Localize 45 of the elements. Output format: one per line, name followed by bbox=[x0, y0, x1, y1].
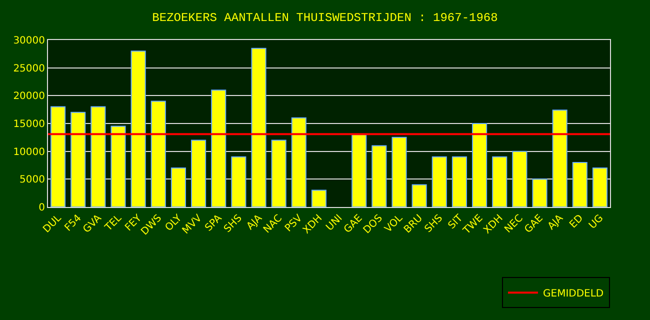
bar bbox=[231, 156, 246, 207]
bar bbox=[412, 184, 427, 207]
y-tick-label: 5000 bbox=[20, 174, 45, 186]
y-tick-label: 20000 bbox=[13, 91, 45, 102]
bar bbox=[50, 106, 66, 207]
chart-title: BEZOEKERS AANTALLEN THUISWEDSTRIJDEN : 1967-1968 bbox=[152, 11, 498, 26]
bar bbox=[352, 134, 367, 207]
bar bbox=[572, 162, 588, 207]
x-tick-label: GVA bbox=[81, 212, 104, 236]
bar bbox=[512, 150, 528, 207]
bar bbox=[110, 126, 126, 207]
bar bbox=[432, 156, 447, 207]
x-tick-label: UG bbox=[587, 212, 606, 232]
y-tick-label: 25000 bbox=[13, 63, 45, 74]
bar bbox=[70, 112, 86, 207]
x-tick-label: UNI bbox=[324, 212, 345, 234]
bar bbox=[170, 168, 186, 207]
x-tick-label: DUL bbox=[41, 212, 64, 236]
bar bbox=[532, 178, 548, 207]
x-tick-label: F54 bbox=[62, 212, 84, 234]
y-tick-label: 30000 bbox=[13, 36, 45, 46]
x-tick-label: TEL bbox=[102, 212, 124, 234]
bar bbox=[291, 117, 306, 207]
bar bbox=[130, 50, 146, 207]
bar bbox=[452, 156, 467, 207]
bar bbox=[211, 90, 226, 207]
y-tick-label: 15000 bbox=[13, 119, 45, 130]
bar bbox=[191, 140, 206, 207]
bar bbox=[90, 106, 106, 207]
bar bbox=[592, 168, 608, 207]
y-tick-label: 10000 bbox=[13, 146, 45, 158]
bar bbox=[150, 100, 166, 207]
legend-label: GEMIDDELD bbox=[543, 288, 604, 300]
x-tick-label: SPA bbox=[203, 212, 224, 234]
bar bbox=[552, 110, 568, 207]
bar bbox=[392, 136, 407, 207]
bar bbox=[372, 145, 387, 207]
bar bbox=[251, 48, 266, 207]
bar bbox=[271, 140, 286, 207]
x-tick-label: ED bbox=[568, 212, 586, 231]
y-tick-label: 0 bbox=[38, 202, 45, 214]
bar bbox=[311, 190, 326, 207]
bar bbox=[472, 123, 488, 207]
x-tick-label: AJA bbox=[546, 212, 566, 232]
bar bbox=[492, 156, 508, 207]
